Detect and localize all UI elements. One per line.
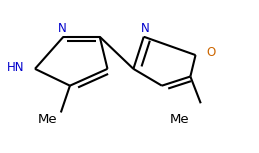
Text: Me: Me (170, 113, 190, 126)
Text: HN: HN (7, 61, 25, 74)
Text: O: O (206, 46, 216, 58)
Text: N: N (58, 22, 67, 35)
Text: N: N (141, 22, 149, 35)
Text: Me: Me (38, 113, 58, 126)
